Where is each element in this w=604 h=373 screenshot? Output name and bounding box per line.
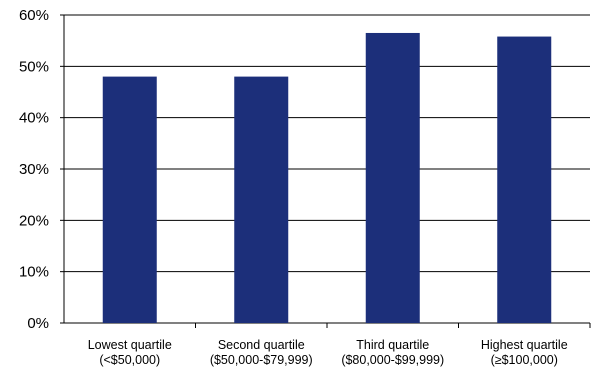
- y-tick-label: 30%: [19, 161, 49, 178]
- x-category-label: ($50,000-$79,999): [210, 353, 313, 367]
- x-category-label: (<$50,000): [99, 353, 160, 367]
- bar-1: [102, 76, 157, 323]
- y-tick-label: 20%: [19, 212, 49, 229]
- bar-2: [234, 76, 289, 323]
- x-category-label: Highest quartile: [481, 338, 568, 352]
- bar-3: [365, 32, 420, 323]
- y-tick-label: 0%: [27, 315, 49, 332]
- y-tick-label: 10%: [19, 264, 49, 281]
- x-axis-labels: Lowest quartile(<$50,000) Second quartile…: [88, 338, 568, 367]
- x-category-label: ($80,000-$99,999): [341, 353, 444, 367]
- bar-4: [497, 36, 552, 324]
- y-tick-label: 50%: [19, 58, 49, 75]
- y-axis-ticks: 0% 10% 20% 30% 40% 50% 60%: [19, 7, 49, 332]
- x-category-label: (≥$100,000): [491, 353, 558, 367]
- y-tick-label: 60%: [19, 7, 49, 24]
- x-category-label: Second quartile: [218, 338, 305, 352]
- x-category-label: Lowest quartile: [88, 338, 172, 352]
- y-tick-label: 40%: [19, 110, 49, 127]
- bars: [102, 32, 552, 324]
- x-category-label: Third quartile: [356, 338, 429, 352]
